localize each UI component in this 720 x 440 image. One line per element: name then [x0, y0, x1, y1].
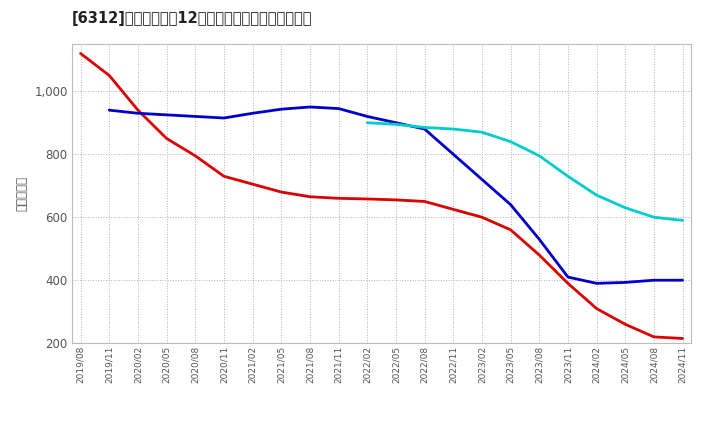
Y-axis label: （百万円）: （百万円）	[16, 176, 29, 211]
Text: [6312]　当期純利益12か月移動合計の平均値の推移: [6312] 当期純利益12か月移動合計の平均値の推移	[72, 11, 312, 26]
